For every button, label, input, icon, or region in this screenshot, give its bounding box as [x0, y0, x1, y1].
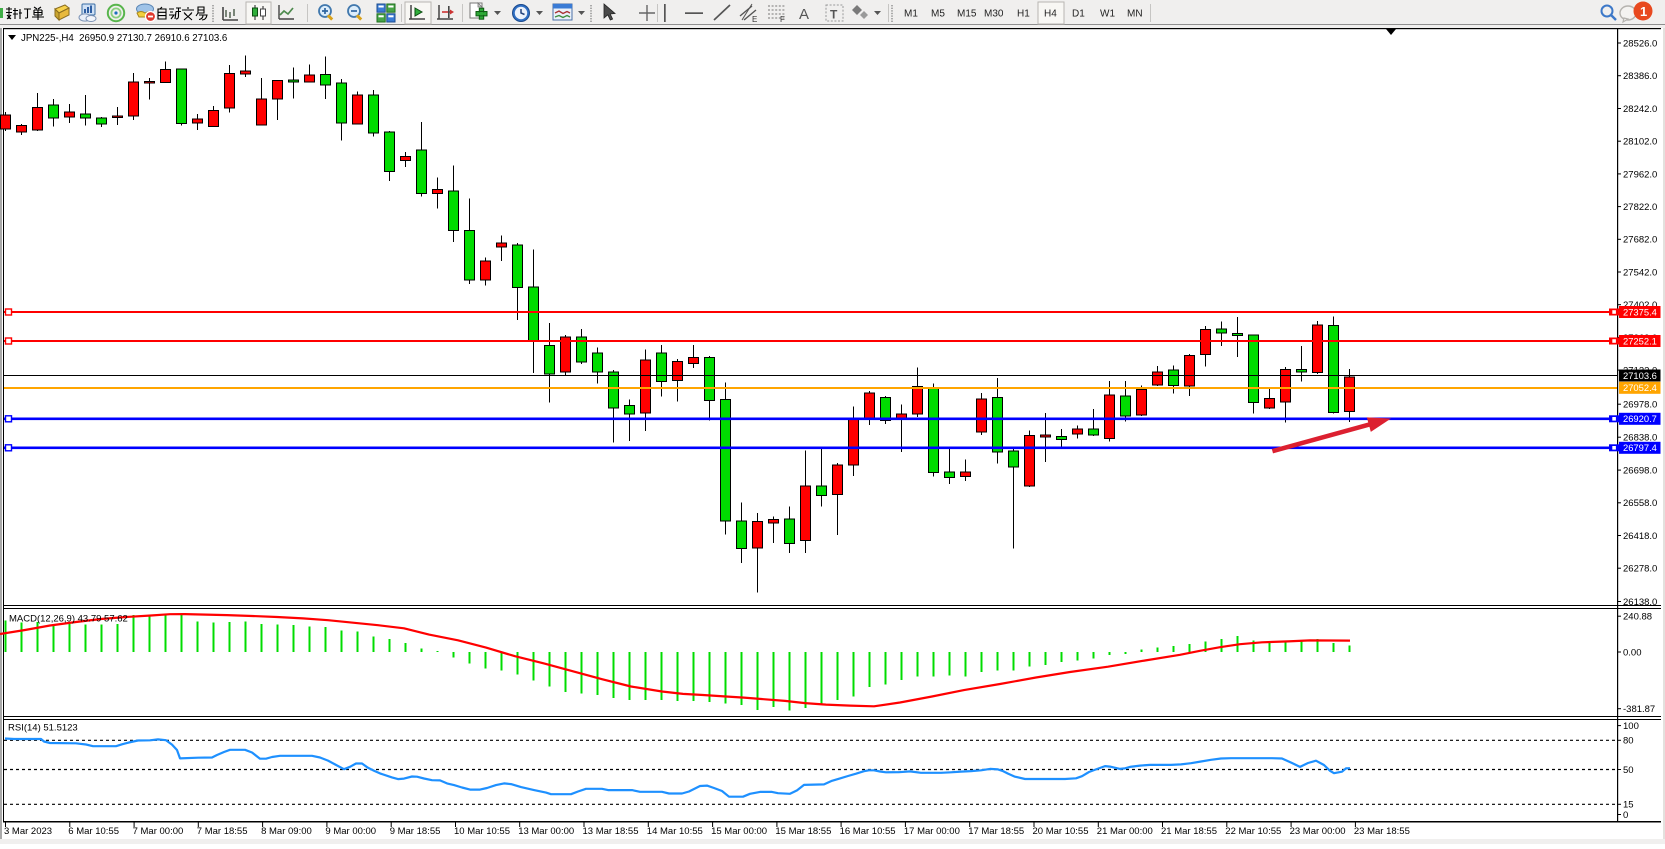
svg-text:F: F — [780, 15, 785, 24]
svg-text:-381.87: -381.87 — [1623, 704, 1655, 715]
svg-text:H1: H1 — [1017, 9, 1030, 20]
svg-text:80: 80 — [1623, 736, 1634, 747]
svg-text:MACD(12,26,9) 43.79 57.62: MACD(12,26,9) 43.79 57.62 — [9, 614, 128, 625]
svg-text:28526.0: 28526.0 — [1623, 38, 1657, 49]
svg-text:26558.0: 26558.0 — [1623, 498, 1657, 509]
svg-text:15 Mar 18:55: 15 Mar 18:55 — [775, 826, 831, 837]
svg-text:23 Mar 00:00: 23 Mar 00:00 — [1290, 826, 1346, 837]
svg-text:13 Mar 18:55: 13 Mar 18:55 — [583, 826, 639, 837]
svg-text:27402.0: 27402.0 — [1623, 300, 1657, 311]
svg-text:28386.0: 28386.0 — [1623, 71, 1657, 82]
svg-text:13 Mar 00:00: 13 Mar 00:00 — [518, 826, 574, 837]
svg-text:7 Mar 00:00: 7 Mar 00:00 — [133, 826, 184, 837]
svg-text:27252.1: 27252.1 — [1623, 335, 1657, 346]
svg-text:26797.4: 26797.4 — [1623, 442, 1657, 453]
svg-text:M5: M5 — [931, 9, 945, 20]
svg-text:7 Mar 18:55: 7 Mar 18:55 — [197, 826, 248, 837]
svg-text:27822.0: 27822.0 — [1623, 202, 1657, 213]
svg-text:26920.7: 26920.7 — [1623, 413, 1657, 424]
svg-text:6 Mar 10:55: 6 Mar 10:55 — [68, 826, 119, 837]
svg-text:21 Mar 00:00: 21 Mar 00:00 — [1097, 826, 1153, 837]
svg-text:M30: M30 — [984, 9, 1004, 20]
svg-text:50: 50 — [1623, 765, 1634, 776]
svg-text:26138.0: 26138.0 — [1623, 597, 1657, 608]
svg-text:W1: W1 — [1100, 9, 1115, 20]
svg-text:27542.0: 27542.0 — [1623, 267, 1657, 278]
svg-text:27103.6: 27103.6 — [1623, 370, 1657, 381]
svg-text:100: 100 — [1623, 721, 1639, 732]
svg-text:T: T — [830, 8, 838, 22]
svg-text:27962.0: 27962.0 — [1623, 169, 1657, 180]
svg-text:14 Mar 10:55: 14 Mar 10:55 — [647, 826, 703, 837]
svg-text:RSI(14) 51.5123: RSI(14) 51.5123 — [8, 723, 78, 734]
svg-text:27052.4: 27052.4 — [1623, 382, 1657, 393]
svg-text:21 Mar 18:55: 21 Mar 18:55 — [1161, 826, 1217, 837]
svg-text:15: 15 — [1623, 800, 1634, 811]
svg-text:17 Mar 00:00: 17 Mar 00:00 — [904, 826, 960, 837]
svg-text:MN: MN — [1127, 9, 1143, 20]
svg-text:15 Mar 00:00: 15 Mar 00:00 — [711, 826, 767, 837]
svg-text:H4: H4 — [1044, 9, 1057, 20]
svg-text:26278.0: 26278.0 — [1623, 564, 1657, 575]
svg-text:10 Mar 10:55: 10 Mar 10:55 — [454, 826, 510, 837]
svg-text:23 Mar 18:55: 23 Mar 18:55 — [1354, 826, 1410, 837]
svg-text:0.00: 0.00 — [1623, 647, 1642, 658]
svg-text:28102.0: 28102.0 — [1623, 137, 1657, 148]
svg-text:20 Mar 10:55: 20 Mar 10:55 — [1033, 826, 1089, 837]
svg-text:0: 0 — [1623, 810, 1628, 821]
svg-text:JPN225-,H4 26950.9 27130.7 26: JPN225-,H4 26950.9 27130.7 26910.6 27103… — [21, 33, 227, 44]
svg-text:E: E — [752, 15, 757, 24]
svg-text:M1: M1 — [904, 9, 918, 20]
svg-text:28242.0: 28242.0 — [1623, 104, 1657, 115]
svg-text:27375.4: 27375.4 — [1623, 306, 1657, 317]
svg-text:D1: D1 — [1072, 9, 1085, 20]
svg-text:9 Mar 00:00: 9 Mar 00:00 — [325, 826, 376, 837]
svg-text:27682.0: 27682.0 — [1623, 235, 1657, 246]
svg-text:26978.0: 26978.0 — [1623, 400, 1657, 411]
svg-text:3 Mar 2023: 3 Mar 2023 — [4, 826, 52, 837]
svg-text:16 Mar 10:55: 16 Mar 10:55 — [840, 826, 896, 837]
svg-text:A: A — [799, 6, 809, 23]
svg-text:240.88: 240.88 — [1623, 612, 1652, 623]
svg-text:9 Mar 18:55: 9 Mar 18:55 — [390, 826, 441, 837]
svg-text:17 Mar 18:55: 17 Mar 18:55 — [968, 826, 1024, 837]
svg-text:26838.0: 26838.0 — [1623, 433, 1657, 444]
svg-text:26418.0: 26418.0 — [1623, 531, 1657, 542]
svg-text:M15: M15 — [957, 9, 977, 20]
svg-text:22 Mar 10:55: 22 Mar 10:55 — [1225, 826, 1281, 837]
svg-text:26698.0: 26698.0 — [1623, 466, 1657, 477]
svg-text:8 Mar 09:00: 8 Mar 09:00 — [261, 826, 312, 837]
svg-text:1: 1 — [1640, 4, 1647, 19]
